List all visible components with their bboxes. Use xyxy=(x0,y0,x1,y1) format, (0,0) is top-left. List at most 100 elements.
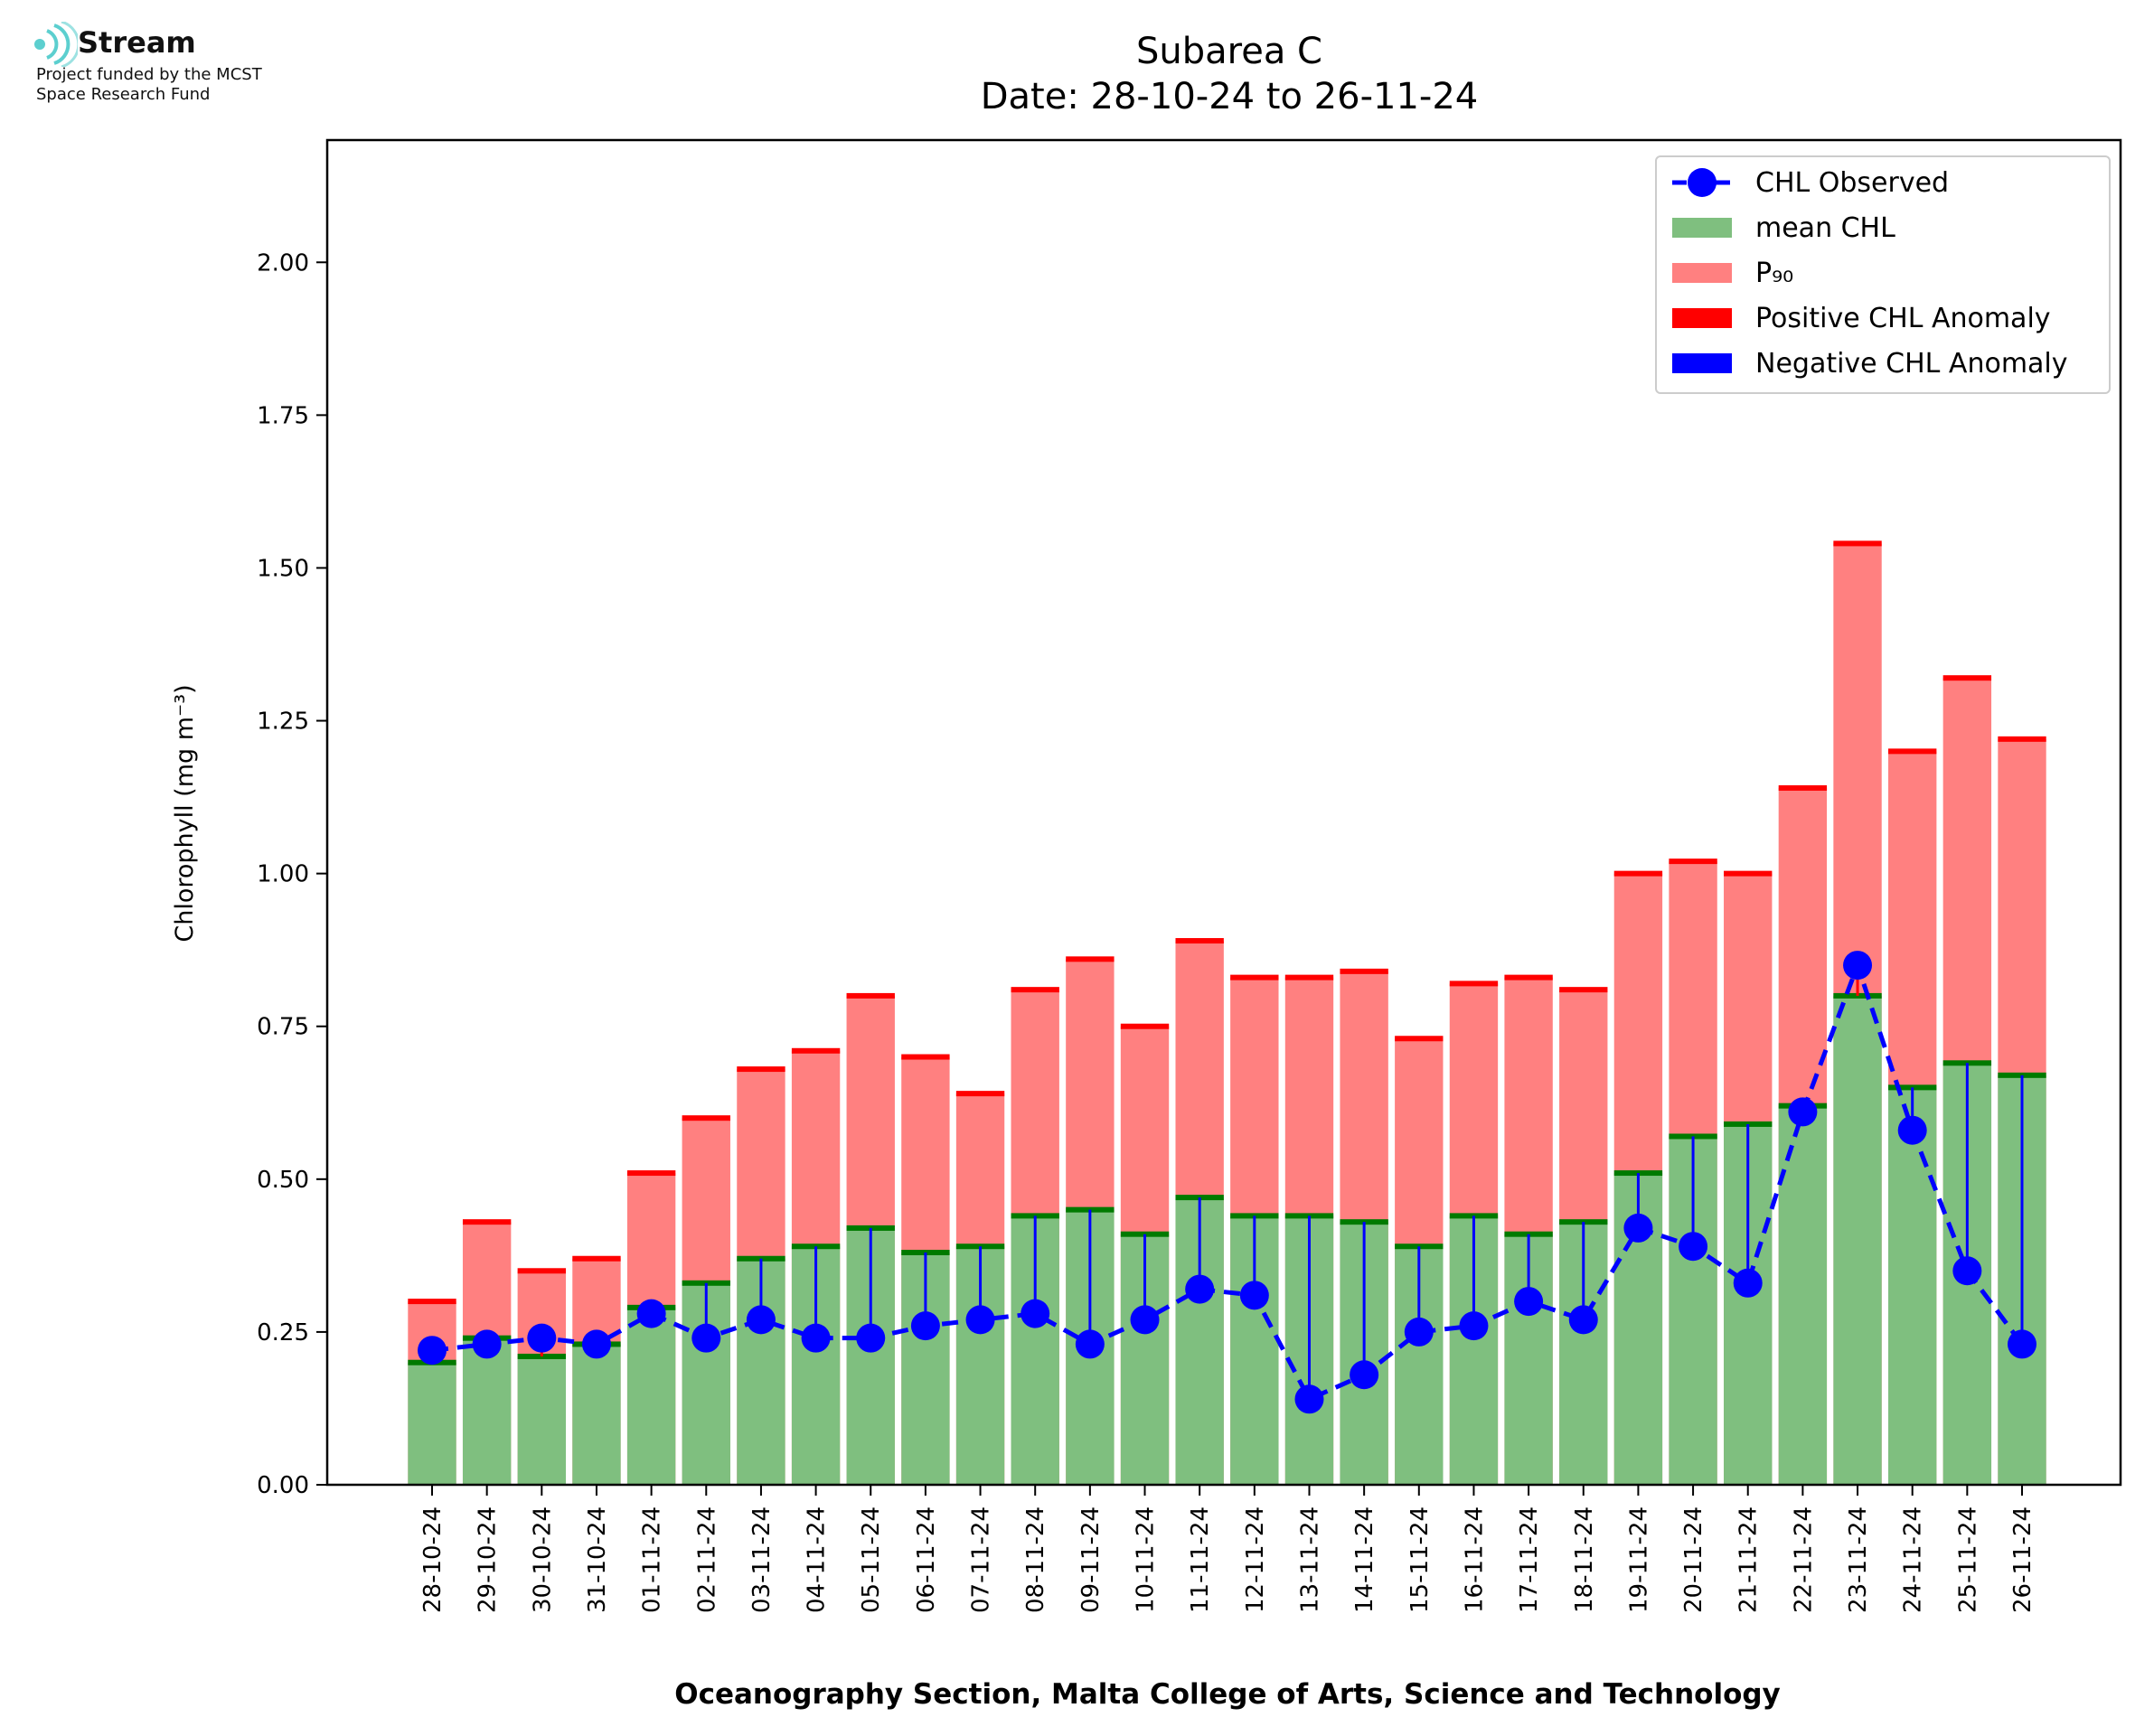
x-tick-label: 30-10-24 xyxy=(529,1506,556,1613)
observed-point xyxy=(1897,1115,1927,1145)
p90-cap xyxy=(846,992,895,999)
x-axis-label: Oceanography Section, Malta College of A… xyxy=(674,1678,1781,1711)
p90-cap xyxy=(517,1268,566,1274)
x-tick-label: 25-11-24 xyxy=(1954,1506,1981,1613)
mean-bar xyxy=(517,1356,566,1485)
p90-cap xyxy=(1724,870,1773,877)
observed-point xyxy=(472,1329,502,1359)
observed-point xyxy=(1679,1232,1708,1262)
p90-cap xyxy=(1449,981,1499,987)
stream-logo: Stream Project funded by the MCST Space … xyxy=(33,22,358,121)
observed-point xyxy=(1350,1360,1379,1390)
observed-point xyxy=(1568,1305,1598,1335)
p90-cap xyxy=(1284,974,1334,981)
observed-point xyxy=(527,1323,557,1353)
observed-point xyxy=(1623,1213,1653,1243)
y-tick-label: 0.00 xyxy=(257,1472,309,1499)
plot-frame xyxy=(325,138,2122,1487)
legend-entry-label: mean CHL xyxy=(1755,212,1895,244)
observed-point xyxy=(1021,1299,1050,1328)
p90-cap xyxy=(1340,968,1388,974)
p90-cap xyxy=(572,1255,621,1262)
x-tick-label: 23-11-24 xyxy=(1845,1506,1872,1613)
p90-cap xyxy=(408,1299,456,1305)
x-tick-label: 28-10-24 xyxy=(419,1506,447,1613)
observed-point xyxy=(965,1305,995,1335)
x-tick-label: 12-11-24 xyxy=(1242,1506,1269,1613)
x-tick-label: 09-11-24 xyxy=(1077,1506,1105,1613)
observed-point xyxy=(1952,1256,1982,1286)
x-tick-label: 24-11-24 xyxy=(1900,1506,1927,1613)
logo-funding-line2: Space Research Fund xyxy=(36,85,211,104)
x-tick-label: 10-11-24 xyxy=(1133,1506,1160,1613)
x-tick-label: 08-11-24 xyxy=(1022,1506,1049,1613)
x-tick-label: 05-11-24 xyxy=(858,1506,885,1613)
p90-cap xyxy=(1230,974,1279,981)
mean-bar xyxy=(408,1362,456,1485)
observed-point xyxy=(1843,951,1873,981)
x-tick-label: 21-11-24 xyxy=(1735,1506,1763,1613)
p90-cap xyxy=(1066,956,1115,962)
p90-cap xyxy=(737,1066,785,1073)
p90-cap xyxy=(1175,938,1224,944)
legend-patch-swatch xyxy=(1672,263,1732,283)
x-tick-label: 02-11-24 xyxy=(693,1506,720,1613)
mean-bar xyxy=(1833,995,1882,1485)
observed-point xyxy=(418,1336,447,1365)
observed-point xyxy=(2008,1329,2036,1359)
x-tick-label: 07-11-24 xyxy=(968,1506,995,1613)
chart-title: Subarea C xyxy=(1136,31,1322,72)
observed-point xyxy=(1459,1311,1489,1341)
x-tick-label: 04-11-24 xyxy=(804,1506,831,1613)
p90-cap xyxy=(955,1091,1005,1097)
observed-point xyxy=(1294,1384,1324,1414)
y-tick-label: 0.50 xyxy=(257,1167,309,1194)
p90-cap xyxy=(1011,987,1059,993)
p90-cap xyxy=(682,1115,730,1121)
y-axis-label: Chlorophyll (mg m⁻³) xyxy=(171,684,199,942)
legend: CHL Observed mean CHL P₉₀ Positive CHL Anom… xyxy=(1655,155,2111,394)
y-tick-label: 1.50 xyxy=(257,555,309,582)
x-tick-label: 13-11-24 xyxy=(1296,1506,1323,1613)
mean-bar xyxy=(462,1337,512,1485)
p90-cap xyxy=(1833,540,1882,547)
y-tick-label: 1.25 xyxy=(257,708,309,736)
p90-cap xyxy=(1998,736,2046,742)
observed-point xyxy=(1733,1268,1763,1298)
p90-cap xyxy=(1120,1023,1170,1029)
p90-cap xyxy=(1888,748,1937,755)
p90-cap xyxy=(901,1054,950,1060)
x-tick-label: 18-11-24 xyxy=(1571,1506,1598,1613)
observed-point xyxy=(1239,1281,1269,1310)
p90-cap xyxy=(791,1047,841,1054)
observed-point xyxy=(801,1323,831,1353)
observed-point xyxy=(1075,1329,1105,1359)
observed-point xyxy=(1788,1097,1818,1127)
p90-cap xyxy=(1504,974,1553,981)
observed-point xyxy=(636,1299,666,1328)
x-tick-label: 19-11-24 xyxy=(1625,1506,1652,1613)
logo-funding-line1: Project funded by the MCST xyxy=(36,65,262,84)
y-tick-label: 1.00 xyxy=(257,861,309,888)
legend-entry-label: P₉₀ xyxy=(1755,258,1793,289)
bars-layer xyxy=(408,540,2046,1485)
y-tick-label: 0.75 xyxy=(257,1014,309,1041)
observed-point xyxy=(910,1311,940,1341)
legend-entry-label: CHL Observed xyxy=(1755,167,1949,199)
observed-point xyxy=(1130,1305,1160,1335)
legend-patch-swatch xyxy=(1672,353,1732,373)
y-tick-label: 1.75 xyxy=(257,402,309,429)
p90-cap xyxy=(1778,784,1828,791)
x-tick-label: 26-11-24 xyxy=(2009,1506,2036,1613)
x-tick-label: 01-11-24 xyxy=(639,1506,666,1613)
observed-point xyxy=(856,1323,886,1353)
p90-cap xyxy=(1559,987,1608,993)
p90-cap xyxy=(1395,1036,1444,1042)
x-tick-label: 16-11-24 xyxy=(1461,1506,1488,1613)
x-tick-label: 31-10-24 xyxy=(584,1506,611,1613)
legend-marker-swatch xyxy=(1688,168,1717,197)
p90-cap xyxy=(1669,859,1717,865)
mean-bar xyxy=(1888,1087,1937,1485)
observed-point xyxy=(1185,1274,1215,1304)
